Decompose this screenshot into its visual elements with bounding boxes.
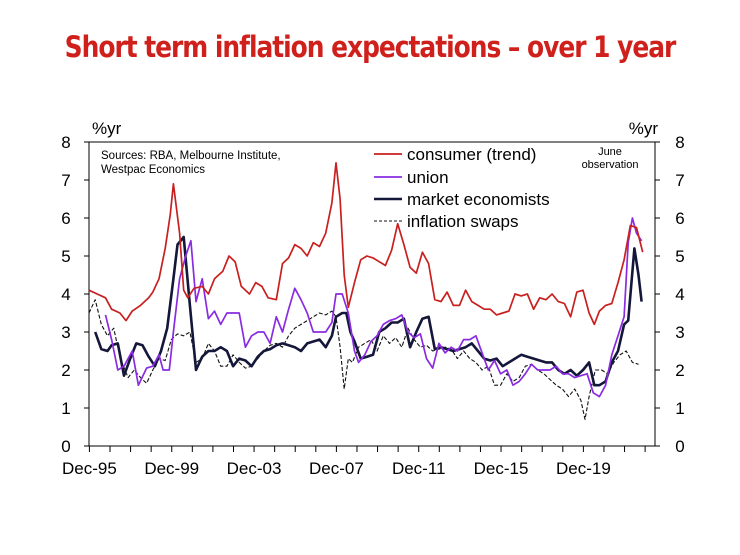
right-y-tick-label: 8	[675, 133, 684, 152]
legend-label: consumer (trend)	[407, 145, 536, 164]
right-y-tick-label: 0	[675, 437, 684, 456]
x-tick-label: Dec-03	[227, 459, 282, 478]
source-line-1: Sources: RBA, Melbourne Institute,	[101, 150, 281, 162]
left-y-tick-label: 6	[61, 209, 70, 228]
left-y-tick-label: 2	[61, 361, 70, 380]
annotation-line-1: June	[598, 146, 622, 158]
right-y-tick-label: 7	[675, 171, 684, 190]
x-tick-label: Dec-99	[144, 459, 199, 478]
series-line-market-economists	[93, 235, 643, 387]
legend-label: market economists	[407, 190, 550, 209]
x-tick-label: Dec-19	[556, 459, 611, 478]
right-y-axis: 0 1 2 3 4 5 6 7 8	[655, 133, 685, 456]
left-y-tick-label: 3	[61, 323, 70, 342]
x-tick-label: Dec-15	[474, 459, 529, 478]
x-tick-label: Dec-07	[309, 459, 364, 478]
left-y-tick-label: 8	[61, 133, 70, 152]
right-y-tick-label: 6	[675, 209, 684, 228]
x-tick-label: Dec-95	[62, 459, 117, 478]
legend-label: union	[407, 168, 449, 187]
series-line-inflation-swaps	[88, 299, 639, 420]
right-y-tick-label: 5	[675, 247, 684, 266]
source-line-2: Westpac Economics	[101, 164, 205, 176]
right-y-tick-label: 4	[675, 285, 684, 304]
x-tick-label: Dec-11	[392, 459, 446, 478]
left-y-axis: 0 1 2 3 4 5 6 7 8	[61, 133, 89, 456]
series-line-consumer-trend	[88, 162, 644, 326]
series-line-union	[104, 217, 643, 398]
x-axis: Dec-95 Dec-99 Dec-03 Dec-07 Dec-11 Dec-15 Dec-…	[62, 446, 646, 478]
left-y-tick-label: 4	[61, 285, 70, 304]
annotation-line-2: observation	[582, 159, 639, 171]
left-y-tick-label: 7	[61, 171, 70, 190]
series-lines	[88, 162, 644, 420]
right-axis-unit: %yr	[629, 119, 659, 138]
left-y-tick-label: 5	[61, 247, 70, 266]
left-y-tick-label: 0	[61, 437, 70, 456]
right-y-tick-label: 1	[675, 399, 684, 418]
left-axis-unit: %yr	[92, 119, 122, 138]
legend-label: inflation swaps	[407, 212, 519, 231]
legend: consumer (trend) union market economists in…	[374, 145, 550, 231]
chart-title: Short term inflation expectations – over…	[64, 30, 677, 64]
left-y-tick-label: 1	[61, 399, 70, 418]
right-y-tick-label: 3	[675, 323, 684, 342]
right-y-tick-label: 2	[675, 361, 684, 380]
